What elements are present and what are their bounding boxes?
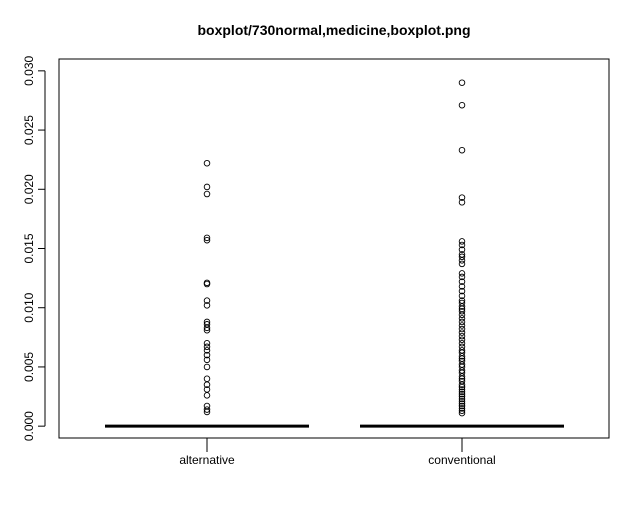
outlier-point xyxy=(203,392,211,399)
outlier-point xyxy=(458,253,466,261)
x-tick-label: alternative xyxy=(179,453,235,467)
y-tick-label: 0.015 xyxy=(22,233,36,263)
box-series xyxy=(105,79,564,428)
outlier-point xyxy=(203,302,211,309)
outlier-point xyxy=(203,236,211,244)
outlier-point xyxy=(458,386,466,393)
y-tick-label: 0.005 xyxy=(22,352,36,382)
outlier-point xyxy=(458,336,466,343)
outlier-point xyxy=(203,356,211,364)
outlier-point xyxy=(203,340,211,347)
box-alternative xyxy=(105,159,309,428)
outlier-point xyxy=(458,241,466,249)
outlier-point xyxy=(458,402,466,410)
outlier-point xyxy=(458,308,466,315)
outlier-point xyxy=(203,406,211,413)
outlier-point xyxy=(203,183,211,191)
outlier-point xyxy=(203,351,211,359)
outlier-point xyxy=(458,273,466,281)
box-conventional xyxy=(360,79,564,428)
outlier-point xyxy=(203,324,211,332)
outlier-point xyxy=(203,375,211,383)
outlier-point xyxy=(458,388,466,396)
outlier-point xyxy=(203,363,211,371)
outlier-point xyxy=(458,332,466,340)
outlier-point xyxy=(458,407,466,415)
outlier-point xyxy=(458,194,466,201)
outlier-point xyxy=(458,278,466,285)
outlier-point xyxy=(458,246,466,253)
outlier-point xyxy=(458,270,466,277)
outlier-point xyxy=(458,400,466,407)
x-tick-label: conventional xyxy=(428,453,495,467)
outlier-point xyxy=(203,297,211,304)
outlier-point xyxy=(458,409,466,417)
y-tick-label: 0.030 xyxy=(22,56,36,86)
outlier-point xyxy=(458,395,466,403)
outlier-point xyxy=(458,283,466,290)
outlier-point xyxy=(458,329,466,336)
outlier-point xyxy=(203,280,211,288)
outlier-point xyxy=(458,398,466,405)
outlier-point xyxy=(458,311,466,319)
y-tick-label: 0.025 xyxy=(22,115,36,145)
x-axis: alternative conventional xyxy=(179,438,496,467)
outlier-point xyxy=(458,315,466,322)
outlier-point xyxy=(458,340,466,347)
outlier-point xyxy=(458,292,466,300)
y-tick-label: 0.020 xyxy=(22,174,36,204)
chart-title: boxplot/730normal,medicine,boxplot.png xyxy=(197,22,470,38)
outlier-point xyxy=(203,343,211,351)
outlier-point xyxy=(458,390,466,398)
outlier-point xyxy=(458,146,466,154)
y-tick-label: 0.010 xyxy=(22,292,36,322)
outlier-point xyxy=(458,381,466,388)
outlier-point xyxy=(458,199,466,206)
outlier-point xyxy=(203,190,211,198)
outlier-point xyxy=(458,318,466,326)
outlier-point xyxy=(458,405,466,412)
y-axis: 0.000 0.005 0.010 0.015 0.020 0.025 0.030 xyxy=(22,56,46,441)
outlier-point xyxy=(458,353,466,360)
outlier-point xyxy=(458,79,466,86)
outlier-point xyxy=(203,381,211,388)
outlier-point xyxy=(203,408,211,416)
outlier-point xyxy=(458,303,466,310)
y-tick-label: 0.000 xyxy=(22,411,36,441)
outlier-point xyxy=(458,260,466,268)
outlier-point xyxy=(458,393,466,400)
outlier-point xyxy=(458,287,466,295)
outlier-point xyxy=(458,373,466,380)
outlier-point xyxy=(458,101,466,109)
outlier-point xyxy=(203,234,211,242)
outlier-point xyxy=(458,238,466,245)
outlier-point xyxy=(458,257,466,264)
outlier-point xyxy=(458,325,466,333)
outlier-point xyxy=(458,383,466,391)
outlier-point xyxy=(203,326,211,334)
outlier-point xyxy=(203,159,211,167)
plot-frame xyxy=(58,58,610,439)
outlier-point xyxy=(203,347,211,354)
outlier-point xyxy=(458,322,466,329)
